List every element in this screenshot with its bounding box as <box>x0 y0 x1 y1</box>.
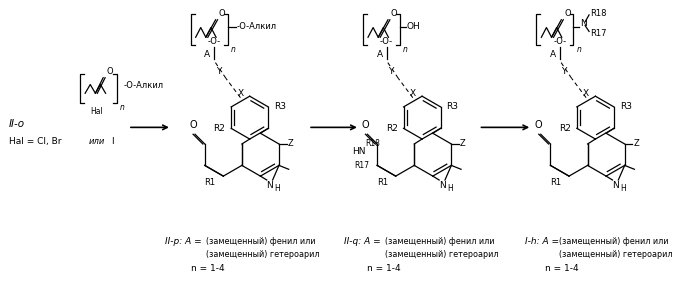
Text: HN: HN <box>352 147 366 156</box>
Text: O: O <box>535 120 542 130</box>
Text: (замещенный) фенил или: (замещенный) фенил или <box>559 237 669 246</box>
Text: n: n <box>120 103 125 112</box>
Text: R18: R18 <box>590 9 607 18</box>
Text: X: X <box>237 89 244 98</box>
Text: A: A <box>376 50 383 59</box>
Text: Z: Z <box>460 140 466 149</box>
Text: (замещенный) гетероарил: (замещенный) гетероарил <box>559 250 673 259</box>
Text: X: X <box>583 89 589 98</box>
Text: R18: R18 <box>366 139 380 148</box>
Text: R3: R3 <box>620 102 632 111</box>
Text: N: N <box>267 181 273 190</box>
Text: n = 1-4: n = 1-4 <box>191 264 225 273</box>
Text: Z: Z <box>288 140 293 149</box>
Text: n = 1-4: n = 1-4 <box>544 264 579 273</box>
Text: -O-: -O- <box>554 37 566 46</box>
Text: A: A <box>550 50 556 59</box>
Text: Y: Y <box>561 67 567 76</box>
Text: O: O <box>218 9 225 18</box>
Text: O: O <box>391 9 398 18</box>
Text: (замещенный) гетероарил: (замещенный) гетероарил <box>206 250 320 259</box>
Text: R3: R3 <box>447 102 459 111</box>
Text: R2: R2 <box>214 124 225 133</box>
Text: R17: R17 <box>590 29 607 38</box>
Text: O: O <box>189 120 197 130</box>
Text: Y: Y <box>216 67 221 76</box>
Text: H: H <box>621 184 626 193</box>
Text: II-o: II-o <box>9 120 25 129</box>
Text: -O-: -O- <box>380 37 393 46</box>
Text: X: X <box>410 89 416 98</box>
Text: (замещенный) гетероарил: (замещенный) гетероарил <box>385 250 498 259</box>
Text: A: A <box>204 50 210 59</box>
Text: I: I <box>112 137 114 146</box>
Text: R1: R1 <box>377 178 388 187</box>
Text: R1: R1 <box>550 178 561 187</box>
Text: O: O <box>564 9 571 18</box>
Text: II-p: A =: II-p: A = <box>165 237 202 246</box>
Text: R2: R2 <box>386 124 398 133</box>
Text: I-h: A =: I-h: A = <box>526 237 559 246</box>
Text: n: n <box>231 45 235 54</box>
Text: OH: OH <box>407 22 421 31</box>
Text: Y: Y <box>388 67 393 76</box>
Text: O: O <box>106 67 112 76</box>
Text: N: N <box>612 181 618 190</box>
Text: Z: Z <box>634 140 639 149</box>
Text: или: или <box>89 137 105 146</box>
Text: N: N <box>438 181 445 190</box>
Text: Hal: Hal <box>91 107 103 116</box>
Text: -O-: -O- <box>207 37 221 46</box>
Text: n = 1-4: n = 1-4 <box>366 264 400 273</box>
Text: R1: R1 <box>205 178 216 187</box>
Text: H: H <box>447 184 453 193</box>
Text: Hal = Cl, Br: Hal = Cl, Br <box>9 137 61 146</box>
Text: O: O <box>362 120 369 130</box>
Text: (замещенный) фенил или: (замещенный) фенил или <box>206 237 315 246</box>
Text: R3: R3 <box>274 102 286 111</box>
Text: n: n <box>577 45 581 54</box>
Text: II-q: A =: II-q: A = <box>344 237 381 246</box>
Text: R2: R2 <box>559 124 571 133</box>
Text: n: n <box>403 45 408 54</box>
Text: H: H <box>274 184 281 193</box>
Text: -O-Алкил: -O-Алкил <box>123 81 163 90</box>
Text: -O-Алкил: -O-Алкил <box>237 22 276 31</box>
Text: R17: R17 <box>354 161 369 170</box>
Text: (замещенный) фенил или: (замещенный) фенил или <box>385 237 495 246</box>
Text: N: N <box>580 19 587 28</box>
